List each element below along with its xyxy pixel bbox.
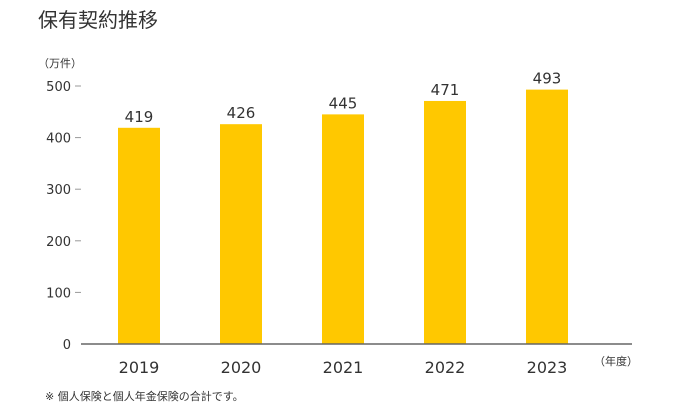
x-tick-label: 2019 bbox=[119, 358, 160, 377]
y-tick-label: 400 bbox=[46, 132, 71, 147]
x-tick-label: 2020 bbox=[221, 358, 262, 377]
y-axis-unit-label: （万件） bbox=[38, 57, 82, 70]
x-tick-label: 2023 bbox=[527, 358, 568, 377]
bar bbox=[424, 100, 466, 345]
data-label: 493 bbox=[533, 70, 562, 88]
data-label: 445 bbox=[329, 94, 358, 112]
x-tick-label: 2022 bbox=[425, 358, 466, 377]
y-tick-label: 0 bbox=[63, 338, 71, 353]
bar bbox=[118, 127, 160, 345]
data-label: 471 bbox=[431, 81, 460, 99]
x-tick-label: 2021 bbox=[323, 358, 364, 377]
y-tick-label: 200 bbox=[46, 235, 71, 250]
data-label: 426 bbox=[227, 104, 256, 122]
footnote: ※ 個人保険と個人年金保険の合計です。 bbox=[45, 390, 244, 403]
bar bbox=[526, 89, 568, 344]
chart-title: 保有契約推移 bbox=[38, 8, 158, 32]
y-tick-label: 300 bbox=[46, 183, 71, 198]
data-label: 419 bbox=[125, 108, 154, 126]
y-tick-label: 500 bbox=[46, 80, 71, 95]
bar bbox=[322, 114, 364, 344]
y-tick-label: 100 bbox=[46, 286, 71, 301]
x-axis-unit-label: （年度） bbox=[594, 355, 638, 368]
bar bbox=[220, 124, 262, 345]
